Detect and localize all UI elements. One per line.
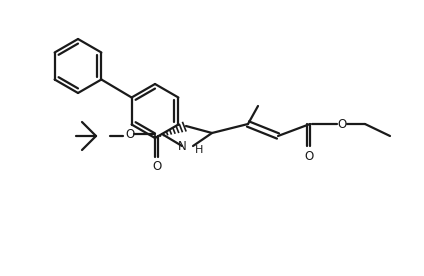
Text: H: H (195, 145, 204, 155)
Text: O: O (152, 160, 162, 173)
Text: N: N (178, 139, 187, 153)
Text: O: O (304, 150, 314, 163)
Text: O: O (126, 129, 135, 142)
Text: O: O (338, 118, 347, 131)
